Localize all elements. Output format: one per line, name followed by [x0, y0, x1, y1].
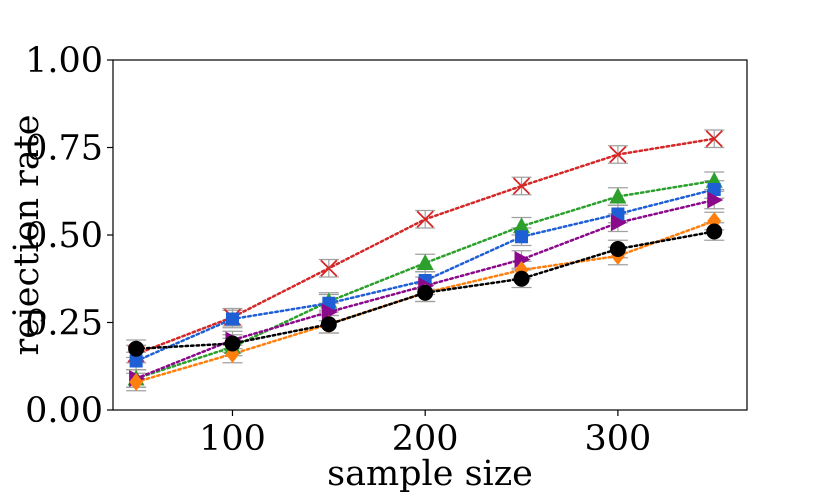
series-purple-triangle-right-point — [707, 191, 724, 209]
series-blue-square-point — [129, 354, 143, 368]
series-black-circle-point — [417, 284, 434, 301]
series-red-x-point — [705, 130, 723, 148]
series-black-circle-point — [706, 223, 723, 240]
y-tick-label: 0.00 — [25, 391, 103, 431]
series-black-circle-point — [128, 340, 145, 357]
series-black-circle-point — [224, 335, 241, 352]
x-marker-stroke — [416, 210, 434, 228]
series-orange-diamond-point — [129, 373, 144, 391]
x-axis-label: sample size — [327, 454, 533, 494]
series-purple-triangle-right-point — [514, 251, 531, 268]
y-tick-label: 1.00 — [25, 41, 103, 81]
y-tick-label: 0.75 — [25, 129, 103, 169]
ticks: 100 200 300 0.00 0.25 0.50 0.75 1.00 — [25, 41, 651, 459]
y-tick-label: 0.25 — [25, 304, 103, 344]
x-tick-label: 100 — [199, 419, 266, 459]
x-tick-label: 300 — [584, 419, 651, 459]
x-marker-stroke — [512, 177, 531, 195]
series-red-x-point — [320, 259, 338, 277]
series-black-circle-point — [320, 316, 337, 333]
x-marker-stroke — [320, 259, 338, 277]
series-red-x-point — [609, 145, 627, 164]
x-marker-stroke — [609, 145, 627, 164]
series-green-triangle-point — [609, 187, 627, 204]
y-axis-label: rejection rate — [7, 115, 47, 356]
series-purple-triangle-right-point — [321, 303, 338, 321]
x-tick-label: 200 — [392, 419, 459, 459]
plot-area — [126, 129, 725, 392]
series-red-x-line — [134, 137, 716, 356]
series-red-x-point — [512, 177, 531, 195]
series-black-circle-point — [609, 241, 626, 257]
series-black-circle-point — [513, 270, 530, 287]
x-marker-stroke — [705, 130, 723, 148]
series-blue-square-point — [225, 312, 239, 326]
series-green-triangle-point — [513, 217, 531, 234]
series-green-triangle-point — [416, 254, 434, 270]
y-tick-label: 0.50 — [25, 216, 103, 256]
series-blue-square-point — [515, 230, 529, 244]
series-red-x-point — [416, 210, 434, 228]
series-blue-square-point — [707, 183, 721, 196]
series-purple-triangle-right-point — [610, 214, 627, 232]
axes-frame — [112, 59, 748, 411]
